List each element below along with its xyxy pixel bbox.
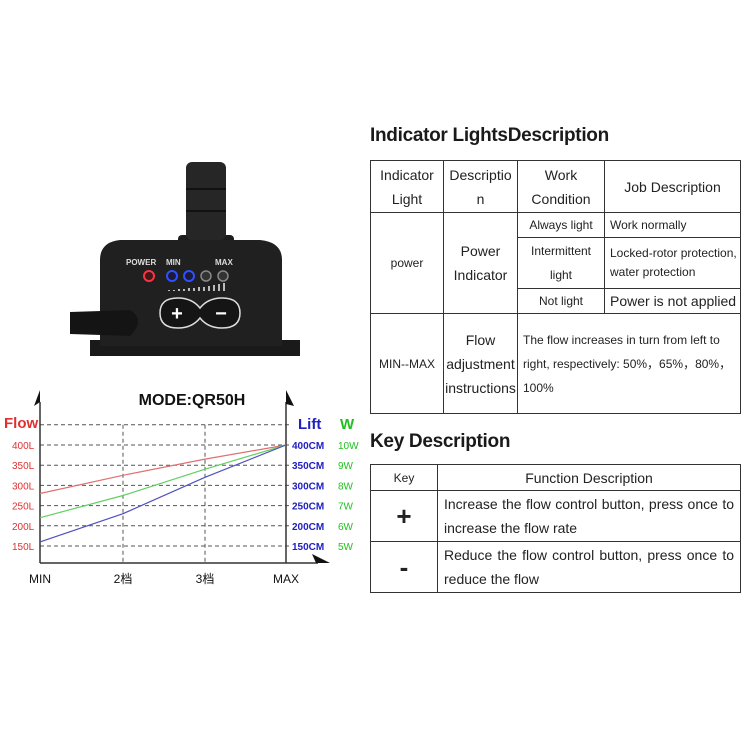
- header-indicator-light: Indicator Light: [370, 160, 444, 213]
- power-tick-label: 10W: [338, 441, 359, 452]
- power-tick-label: 8W: [338, 481, 354, 492]
- flow-axis-label: Flow: [4, 415, 38, 432]
- x-tick-label: 3档: [196, 572, 215, 586]
- indicator-table: Indicator Light Description Work Conditi…: [370, 160, 741, 414]
- job-cell: Locked-rotor protection, water protectio…: [604, 237, 741, 289]
- series-line-lift: [39, 444, 287, 543]
- min-label: MIN: [166, 258, 181, 267]
- series-line-flow: [39, 444, 287, 495]
- key-section-title: Key Description: [370, 431, 511, 452]
- table-row: + Increase the flow control button, pres…: [370, 490, 741, 542]
- flow-description-cell: Flow adjustment instructions: [443, 313, 518, 414]
- condition-cell: Intermittent light: [517, 237, 605, 289]
- table-row: power Power Indicator Always light Work …: [370, 212, 741, 314]
- flow-indicator-cell: MIN--MAX: [370, 313, 444, 414]
- x-axis-arrow-icon: [312, 554, 330, 563]
- max-led-icon: [217, 270, 229, 282]
- chart-title: MODE:QR50H: [139, 392, 246, 409]
- minus-button[interactable]: −: [215, 303, 227, 325]
- power-tick-label: 9W: [338, 461, 354, 472]
- flow-tick-label: 200L: [12, 522, 35, 533]
- power-cable: [70, 310, 138, 336]
- flow-tick-label: 350L: [12, 461, 35, 472]
- table-row: Intermittent light Locked-rotor protecti…: [371, 237, 741, 289]
- x-tick-label: MAX: [273, 572, 299, 586]
- lift-tick-label: 250CM: [292, 502, 324, 513]
- power-axis-label: W: [340, 416, 355, 433]
- left-axis-arrow-icon: [34, 390, 40, 406]
- plus-button[interactable]: +: [171, 303, 183, 325]
- min-led-icon: [166, 270, 178, 282]
- lift-tick-label: 400CM: [292, 441, 324, 452]
- flow-tick-label: 150L: [12, 542, 35, 553]
- level-bar-icon: [168, 283, 225, 291]
- flow-job-cell: The flow increases in turn from left to …: [517, 313, 741, 414]
- power-description-cell: Power Indicator: [443, 212, 518, 314]
- header-key: Key: [370, 464, 438, 491]
- power-led-icon: [143, 270, 155, 282]
- level3-led-icon: [200, 270, 212, 282]
- table-row: - Reduce the flow control button, press …: [370, 541, 741, 593]
- power-indicator-cell: power: [370, 212, 444, 314]
- condition-cell: Not light: [517, 288, 605, 314]
- function-cell: Increase the flow control button, press …: [437, 490, 741, 542]
- power-tick-label: 7W: [338, 502, 354, 513]
- control-pad: [159, 297, 241, 329]
- lift-tick-label: 350CM: [292, 461, 324, 472]
- plus-key-icon: +: [370, 490, 438, 542]
- flow-tick-label: 250L: [12, 502, 35, 513]
- job-cell: Power is not applied: [604, 288, 741, 314]
- level2-led-icon: [183, 270, 195, 282]
- pump-device-image: POWER MIN MAX + −: [70, 162, 300, 356]
- lift-tick-label: 300CM: [292, 481, 324, 492]
- lift-tick-label: 200CM: [292, 522, 324, 533]
- performance-chart: MODE:QR50H Flow Lift W 400L 400CM 10W 350L 350CM…: [4, 390, 359, 586]
- right-axis-arrow-icon: [286, 390, 294, 406]
- power-label: POWER: [126, 258, 156, 267]
- max-label: MAX: [215, 258, 233, 267]
- table-header-row: Indicator Light Description Work Conditi…: [370, 160, 741, 213]
- key-table: Key Function Description + Increase the …: [370, 464, 741, 593]
- job-cell: Work normally: [604, 212, 741, 238]
- series-line-w: [39, 444, 287, 519]
- x-tick-label: MIN: [29, 572, 51, 586]
- flow-tick-label: 400L: [12, 441, 35, 452]
- header-function-description: Function Description: [437, 464, 741, 491]
- function-cell: Reduce the flow control button, press on…: [437, 541, 741, 593]
- power-tick-label: 6W: [338, 522, 354, 533]
- pump-outlet-nozzle: [178, 162, 234, 247]
- header-job-description: Job Description: [604, 160, 741, 213]
- header-description: Description: [443, 160, 518, 213]
- description-column: Indicator LightsDescription Indicator Li…: [370, 124, 742, 593]
- table-row: MIN--MAX Flow adjustment instructions Th…: [370, 313, 741, 414]
- lift-axis-label: Lift: [298, 416, 321, 433]
- flow-tick-label: 300L: [12, 481, 35, 492]
- table-header-row: Key Function Description: [370, 464, 741, 491]
- condition-cell: Always light: [517, 212, 605, 238]
- minus-key-icon: -: [370, 541, 438, 593]
- power-tick-label: 5W: [338, 542, 354, 553]
- header-work-condition: Work Condition: [517, 160, 605, 213]
- indicator-section-title: Indicator LightsDescription: [370, 125, 609, 146]
- x-tick-label: 2档: [114, 572, 133, 586]
- lift-tick-label: 150CM: [292, 542, 324, 553]
